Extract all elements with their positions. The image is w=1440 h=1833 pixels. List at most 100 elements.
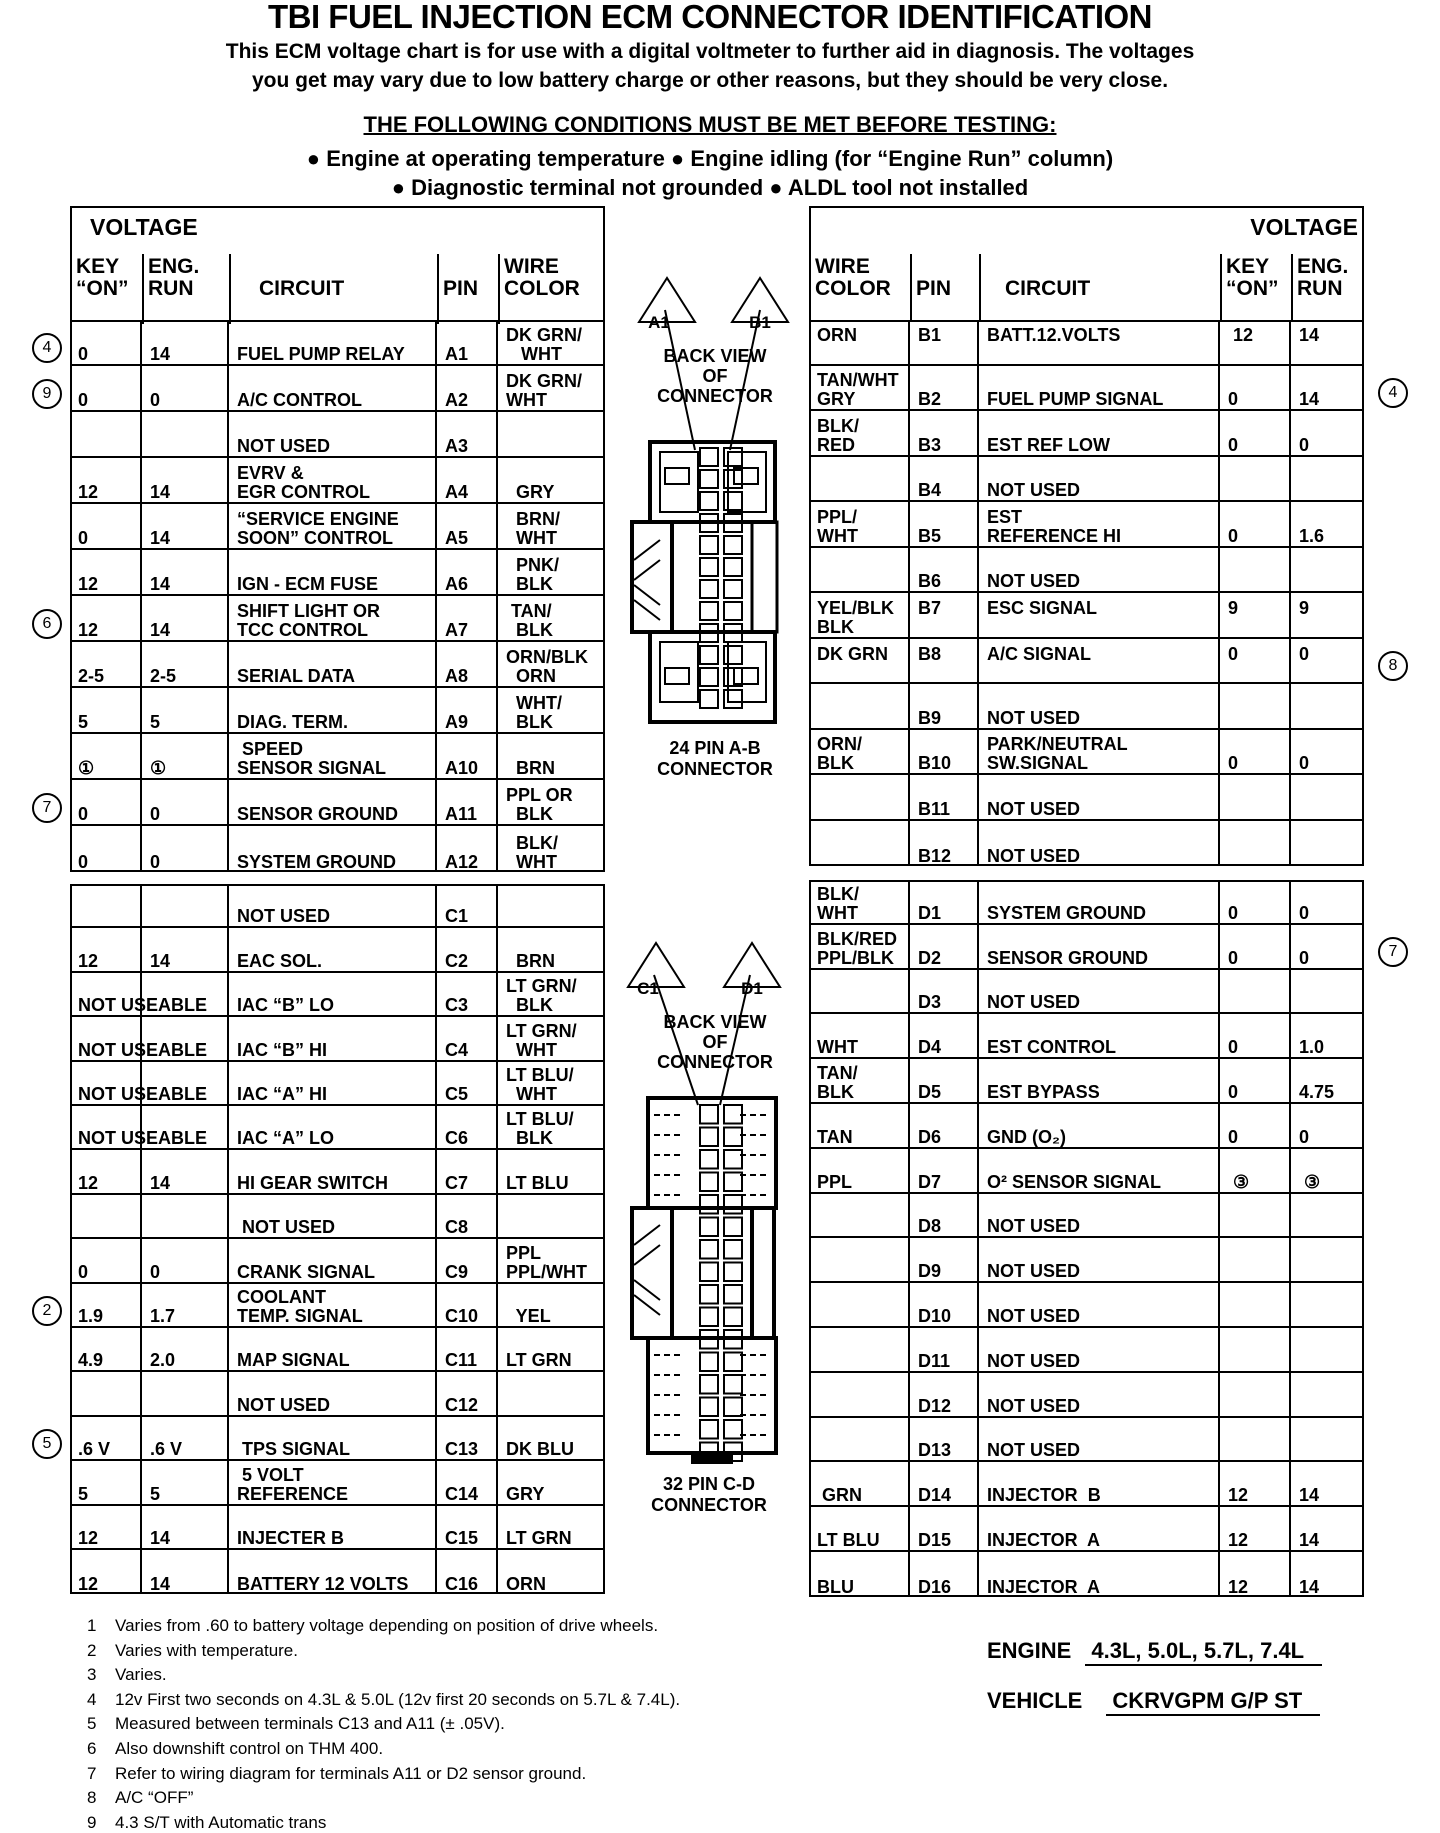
cell-circuit: PARK/NEUTRAL SW.SIGNAL (979, 729, 1220, 775)
cell-pin: D14 (910, 1462, 979, 1508)
cell-key-on (1220, 547, 1291, 593)
table-b: ORN B1 BATT.12.VOLTS 12 14 TAN/WHT GRY B2 FUEL… (809, 206, 1364, 866)
cell-eng-run: 9 (1291, 593, 1364, 639)
cell-pin: A9 (437, 688, 498, 734)
cell-wire: TAN (809, 1104, 910, 1149)
cell-pin: B11 (910, 775, 979, 821)
cell-pin: D1 (910, 880, 979, 925)
pin-c1-triangle (626, 941, 686, 988)
note-marker: 7 (32, 793, 62, 823)
cell-key-on: ① (70, 734, 142, 780)
cell-eng-run: 1.7 (142, 1283, 229, 1328)
cell-key-on: 0 (1220, 880, 1291, 925)
cell-circuit: BATT.12.VOLTS (979, 320, 1220, 366)
cell-pin: D12 (910, 1372, 979, 1418)
ab-connector-label: 24 PIN A-B CONNECTOR (657, 738, 773, 779)
cell-key-on: 12 (70, 1150, 142, 1195)
cell-pin: A4 (437, 458, 498, 504)
footnote: 2 Varies with temperature. (87, 1641, 298, 1661)
connector-pin (723, 1126, 743, 1147)
cell-circuit: INJECTOR A (979, 1507, 1220, 1552)
cell-key-on (1220, 1328, 1291, 1373)
cell-wire: TAN/ BLK (498, 596, 605, 642)
cell-wire (809, 1417, 910, 1463)
cell-key-on: 0 (1220, 1104, 1291, 1149)
cell-circuit: IAC “A” HI (229, 1061, 437, 1106)
cell-eng-run: 0 (142, 780, 229, 826)
cell-pin: B4 (910, 456, 979, 502)
connector-pin (723, 601, 743, 621)
cell-pin: C5 (437, 1061, 498, 1106)
vehicle-value: CKRVGPM G/P ST (1106, 1688, 1321, 1716)
cell-wire (809, 820, 910, 866)
cell-eng-run: 5 (142, 1461, 229, 1506)
cell-eng-run: 14 (142, 596, 229, 642)
cell-pin: B7 (910, 593, 979, 639)
cell-pin: C2 (437, 928, 498, 973)
cell-wire: LT BLU/ WHT (498, 1062, 605, 1106)
cell-eng-run (1291, 457, 1364, 502)
cell-wire (498, 884, 605, 929)
cell-circuit: FUEL PUMP RELAY (229, 320, 437, 366)
cell-eng-run (1291, 775, 1364, 821)
cell-eng-run: 0 (1291, 411, 1364, 457)
connector-pin (723, 579, 743, 599)
vehicle-label: VEHICLE (987, 1688, 1083, 1713)
pin-d1-triangle (722, 941, 782, 988)
cell-wire: LT GRN (498, 1506, 605, 1550)
cell-circuit: TPS SIGNAL (229, 1416, 437, 1462)
column-divider (498, 254, 500, 324)
cell-circuit: NOT USED (979, 1238, 1220, 1284)
cell-wire: PPL OR BLK (498, 780, 605, 826)
cell-circuit: IAC “B” HI (229, 1017, 437, 1062)
cell-key-on (1220, 1238, 1291, 1284)
cell-eng-run: 0 (142, 826, 229, 872)
cell-pin: C15 (437, 1505, 498, 1550)
cell-circuit: NOT USED (979, 820, 1220, 866)
cell-circuit: NOT USED (229, 884, 437, 929)
cell-key-on (1220, 969, 1291, 1015)
conditions-line-2: ● Diagnostic terminal not grounded ● ALD… (391, 175, 1029, 200)
header-wire-color: WIRE COLOR (815, 255, 891, 300)
cell-key-on: 0 (70, 826, 142, 872)
cell-circuit: NOT USED (979, 456, 1220, 502)
cell-wire (498, 1195, 605, 1240)
cell-pin: A7 (437, 596, 498, 642)
cell-key-on: 0 (70, 366, 142, 412)
cell-wire: WHT/ BLK (498, 688, 605, 734)
pin-c1-label: C1 (637, 979, 659, 998)
cell-eng-run (142, 884, 229, 929)
cell-wire (809, 775, 910, 821)
cell-circuit: IAC “A” LO (229, 1106, 437, 1151)
cell-key-on: 12 (1220, 1507, 1291, 1552)
cell-pin: C1 (437, 884, 498, 929)
cell-wire: GRY (498, 1461, 605, 1506)
cell-pin: D3 (910, 969, 979, 1015)
cell-circuit: INJECTOR B (979, 1462, 1220, 1508)
footnote-number: 6 (87, 1739, 97, 1758)
cell-circuit: SENSOR GROUND (229, 780, 437, 826)
cell-key-on: NOT USEABLE (70, 1017, 207, 1062)
connector-pin (699, 601, 719, 621)
note-marker: 7 (1378, 937, 1408, 968)
cell-key-on (1220, 456, 1291, 502)
cell-eng-run: 1.0 (1291, 1014, 1364, 1060)
cell-wire: DK GRN/ WHT (498, 320, 605, 366)
cell-key-on: .6 V (70, 1416, 142, 1462)
pin-b1-label: B1 (749, 313, 771, 332)
footnote-text: Varies with temperature. (115, 1640, 298, 1660)
cell-key-on: NOT USEABLE (70, 1061, 207, 1106)
cell-eng-run: 14 (1291, 1462, 1364, 1508)
cell-circuit: SENSOR GROUND (979, 924, 1220, 970)
cell-eng-run: 14 (142, 1150, 229, 1195)
cell-circuit: NOT USED (979, 684, 1220, 730)
cell-wire: DK GRN (809, 638, 910, 684)
cell-pin: B10 (910, 729, 979, 775)
connector-pin (699, 1329, 719, 1350)
connector-pin (723, 623, 743, 643)
cell-eng-run: 0 (142, 366, 229, 412)
cell-key-on (1220, 1372, 1291, 1418)
cell-pin: D8 (910, 1193, 979, 1239)
cell-pin: D13 (910, 1417, 979, 1463)
note-marker: 6 (32, 609, 62, 639)
